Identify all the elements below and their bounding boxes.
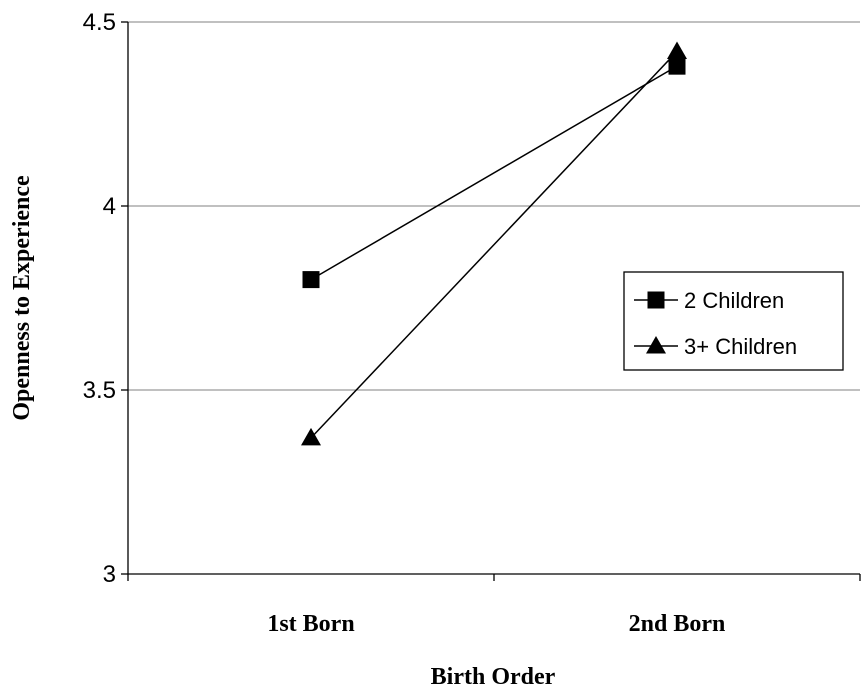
x-axis-title: Birth Order bbox=[431, 664, 556, 690]
series-layer bbox=[301, 41, 687, 446]
x-tick-label: 2nd Born bbox=[629, 611, 726, 637]
legend: 2 Children 3+ Children bbox=[623, 271, 844, 371]
data-point bbox=[302, 271, 320, 289]
legend-label: 2 Children bbox=[684, 288, 784, 313]
x-tick-label: 1st Born bbox=[267, 611, 354, 637]
series-1 bbox=[302, 57, 686, 289]
gridlines bbox=[128, 21, 860, 391]
legend-marker bbox=[647, 291, 665, 309]
legend-box bbox=[623, 271, 844, 371]
y-tick-label: 4 bbox=[103, 193, 116, 220]
y-tick-label: 3 bbox=[103, 561, 116, 588]
series-line bbox=[310, 50, 678, 439]
data-point bbox=[667, 41, 687, 59]
data-point bbox=[668, 57, 686, 75]
data-point bbox=[301, 427, 321, 446]
y-tick-label: 4.5 bbox=[83, 9, 116, 36]
series-line bbox=[310, 65, 678, 281]
y-tick-label: 3.5 bbox=[83, 377, 116, 404]
y-axis-title: Openness to Experience bbox=[9, 175, 35, 421]
legend-label: 3+ Children bbox=[684, 334, 797, 359]
x-ticks: 1st Born 2nd Born bbox=[127, 574, 861, 637]
legend-marker bbox=[646, 336, 666, 354]
series-2 bbox=[301, 41, 687, 446]
y-ticks: 3 3.5 4 4.5 bbox=[83, 9, 128, 588]
